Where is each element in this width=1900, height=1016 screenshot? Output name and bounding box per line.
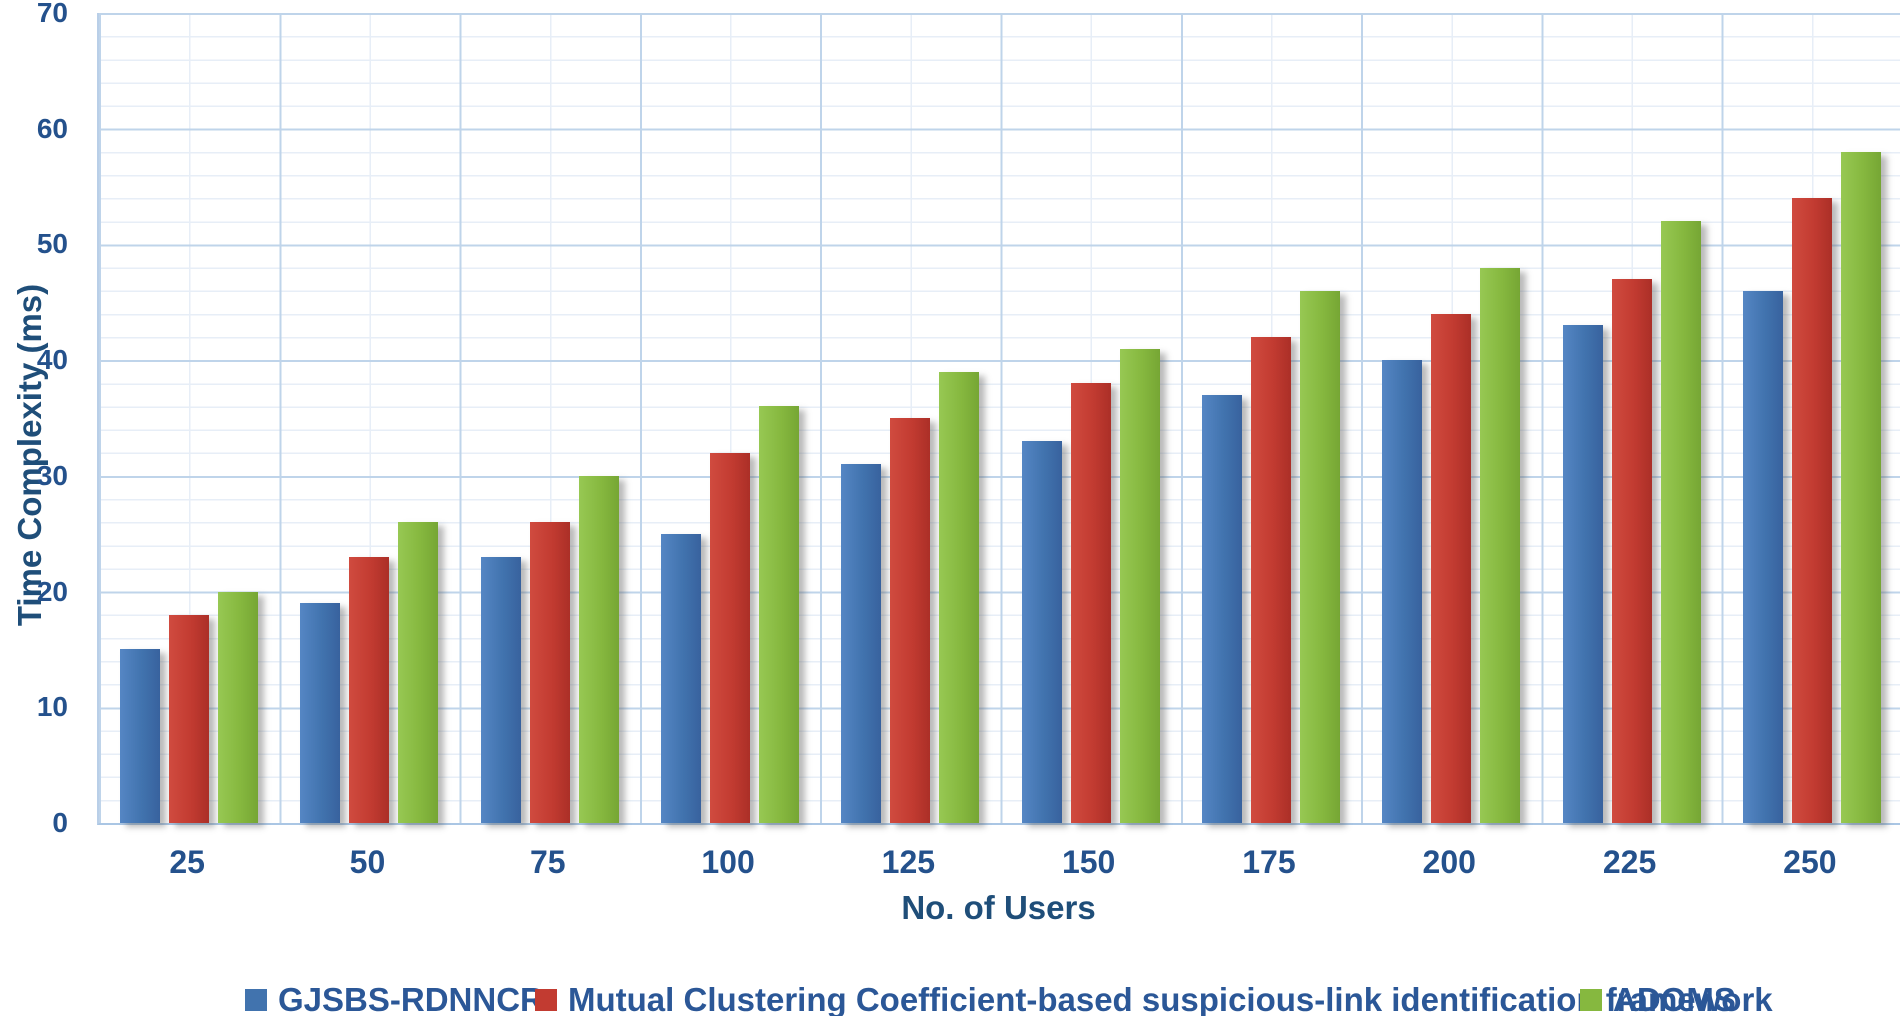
bar-group-75 [460,13,640,823]
bar-group-175 [1181,13,1361,823]
chart-legend: GJSBS-RDNNCR Mutual Clustering Coefficie… [0,980,1900,1016]
bar-series2-x100-value-36 [759,406,800,823]
y-tick-label-50: 50 [36,228,68,260]
bar-series1-x250-value-54 [1791,198,1832,823]
legend-swatch-green [1580,988,1602,1011]
bar-series1-x100-value-32 [710,452,751,823]
bar-group-25 [99,13,279,823]
bar-group-100 [640,13,820,823]
bar-series1-x150-value-38 [1070,383,1111,823]
bar-series0-x200-value-40 [1382,360,1423,823]
x-tick-label-125: 125 [881,844,936,880]
bar-group-125 [820,13,1000,823]
y-tick-label-70: 70 [36,0,68,28]
bar-series0-x150-value-33 [1021,441,1062,823]
y-tick-label-0: 0 [52,807,68,838]
bar-series2-x250-value-58 [1840,151,1881,823]
x-tick-label-225: 225 [1602,844,1657,880]
legend-swatch-blue [245,988,267,1011]
bar-series2-x150-value-41 [1119,348,1160,823]
bar-series1-x200-value-44 [1431,313,1472,823]
y-tick-label-40: 40 [36,344,68,376]
legend-item-adoms: ADOMS [1580,980,1736,1016]
y-tick-label-10: 10 [36,691,68,723]
legend-item-gjsbs-rdnncr: GJSBS-RDNNCR [245,980,544,1016]
bar-series1-x125-value-35 [890,418,931,823]
bar-series0-x250-value-46 [1742,290,1783,823]
bar-series1-x25-value-18 [169,614,210,823]
x-tick-label-50: 50 [349,844,386,880]
bar-series1-x75-value-26 [529,522,570,823]
bar-series1-x50-value-23 [349,556,390,823]
bar-series2-x25-value-20 [218,591,259,823]
bar-series1-x225-value-47 [1611,279,1652,823]
bar-group-150 [1001,13,1181,823]
bar-series0-x75-value-23 [480,556,521,823]
bar-series0-x225-value-43 [1562,325,1603,823]
legend-label: GJSBS-RDNNCR [278,980,544,1016]
plot-area [97,13,1900,825]
bar-series1-x175-value-42 [1250,337,1291,823]
bar-series2-x125-value-39 [939,371,980,823]
bar-group-225 [1541,13,1721,823]
y-tick-label-30: 30 [36,459,68,491]
x-tick-label-175: 175 [1242,844,1296,880]
bar-group-50 [279,13,459,823]
bar-series2-x50-value-26 [398,522,439,823]
bar-series0-x125-value-31 [841,464,882,823]
bar-series2-x200-value-48 [1480,267,1521,823]
bar-series0-x25-value-15 [120,649,161,823]
x-tick-label-200: 200 [1422,844,1476,880]
legend-label: ADOMS [1613,980,1736,1016]
bar-group-200 [1361,13,1541,823]
bar-series2-x75-value-30 [578,475,619,823]
legend-label: Mutual Clustering Coefficient-based susp… [568,980,1773,1016]
bar-series0-x50-value-19 [300,603,341,823]
bar-series2-x175-value-46 [1299,290,1340,823]
y-tick-label-60: 60 [36,112,68,144]
y-tick-label-20: 20 [36,575,68,607]
x-tick-label-250: 250 [1783,844,1837,880]
x-axis-title: No. of Users [901,889,1096,926]
bar-series0-x100-value-25 [661,533,702,823]
bar-series2-x225-value-52 [1660,221,1701,823]
legend-swatch-red [535,988,557,1011]
x-tick-label-75: 75 [529,844,566,880]
x-tick-label-100: 100 [701,844,755,880]
x-tick-label-150: 150 [1061,844,1116,880]
bar-series0-x175-value-37 [1201,394,1242,823]
legend-item-mutual-clustering: Mutual Clustering Coefficient-based susp… [535,980,1773,1016]
bar-group-250 [1722,13,1900,823]
x-tick-label-25: 25 [169,844,205,880]
